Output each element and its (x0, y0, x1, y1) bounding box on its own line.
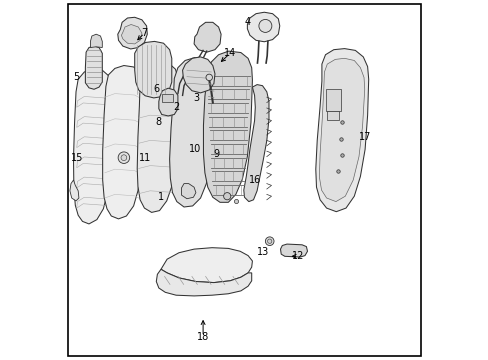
Polygon shape (244, 85, 268, 202)
Text: 13: 13 (257, 247, 269, 257)
Polygon shape (73, 69, 112, 224)
Text: 1: 1 (158, 192, 163, 202)
Circle shape (267, 239, 271, 243)
Text: 7: 7 (141, 28, 147, 38)
Polygon shape (121, 24, 142, 44)
Circle shape (118, 152, 129, 163)
Text: 18: 18 (197, 332, 209, 342)
Circle shape (223, 193, 230, 200)
Text: 8: 8 (155, 117, 161, 127)
Text: 4: 4 (244, 17, 250, 27)
Text: 15: 15 (71, 153, 83, 163)
Polygon shape (182, 57, 215, 93)
Text: 5: 5 (74, 72, 80, 82)
Polygon shape (156, 269, 251, 296)
Text: 17: 17 (358, 132, 370, 142)
Bar (162, 94, 173, 102)
Polygon shape (70, 180, 79, 201)
Text: 3: 3 (193, 93, 199, 103)
Polygon shape (161, 248, 252, 283)
Polygon shape (85, 46, 102, 89)
Text: 6: 6 (153, 84, 159, 94)
Polygon shape (203, 51, 252, 202)
Polygon shape (169, 58, 215, 207)
Polygon shape (181, 184, 196, 199)
Text: 2: 2 (173, 102, 179, 112)
Bar (325, 89, 340, 111)
Polygon shape (280, 244, 307, 257)
Polygon shape (134, 41, 171, 98)
Text: 10: 10 (188, 144, 201, 154)
Text: 12: 12 (292, 251, 304, 261)
Circle shape (121, 155, 126, 161)
Polygon shape (137, 62, 179, 212)
Polygon shape (194, 22, 221, 52)
Polygon shape (118, 17, 147, 49)
Circle shape (265, 237, 273, 246)
Circle shape (205, 74, 212, 81)
Polygon shape (319, 58, 364, 202)
Bar (326, 111, 338, 120)
Polygon shape (90, 34, 102, 48)
Polygon shape (159, 88, 178, 116)
Text: 16: 16 (249, 175, 261, 185)
Text: 11: 11 (139, 153, 151, 163)
Text: 14: 14 (224, 48, 236, 58)
Circle shape (258, 19, 271, 32)
Polygon shape (247, 12, 279, 42)
Polygon shape (315, 49, 368, 212)
Polygon shape (102, 66, 143, 219)
Text: 9: 9 (213, 149, 219, 159)
